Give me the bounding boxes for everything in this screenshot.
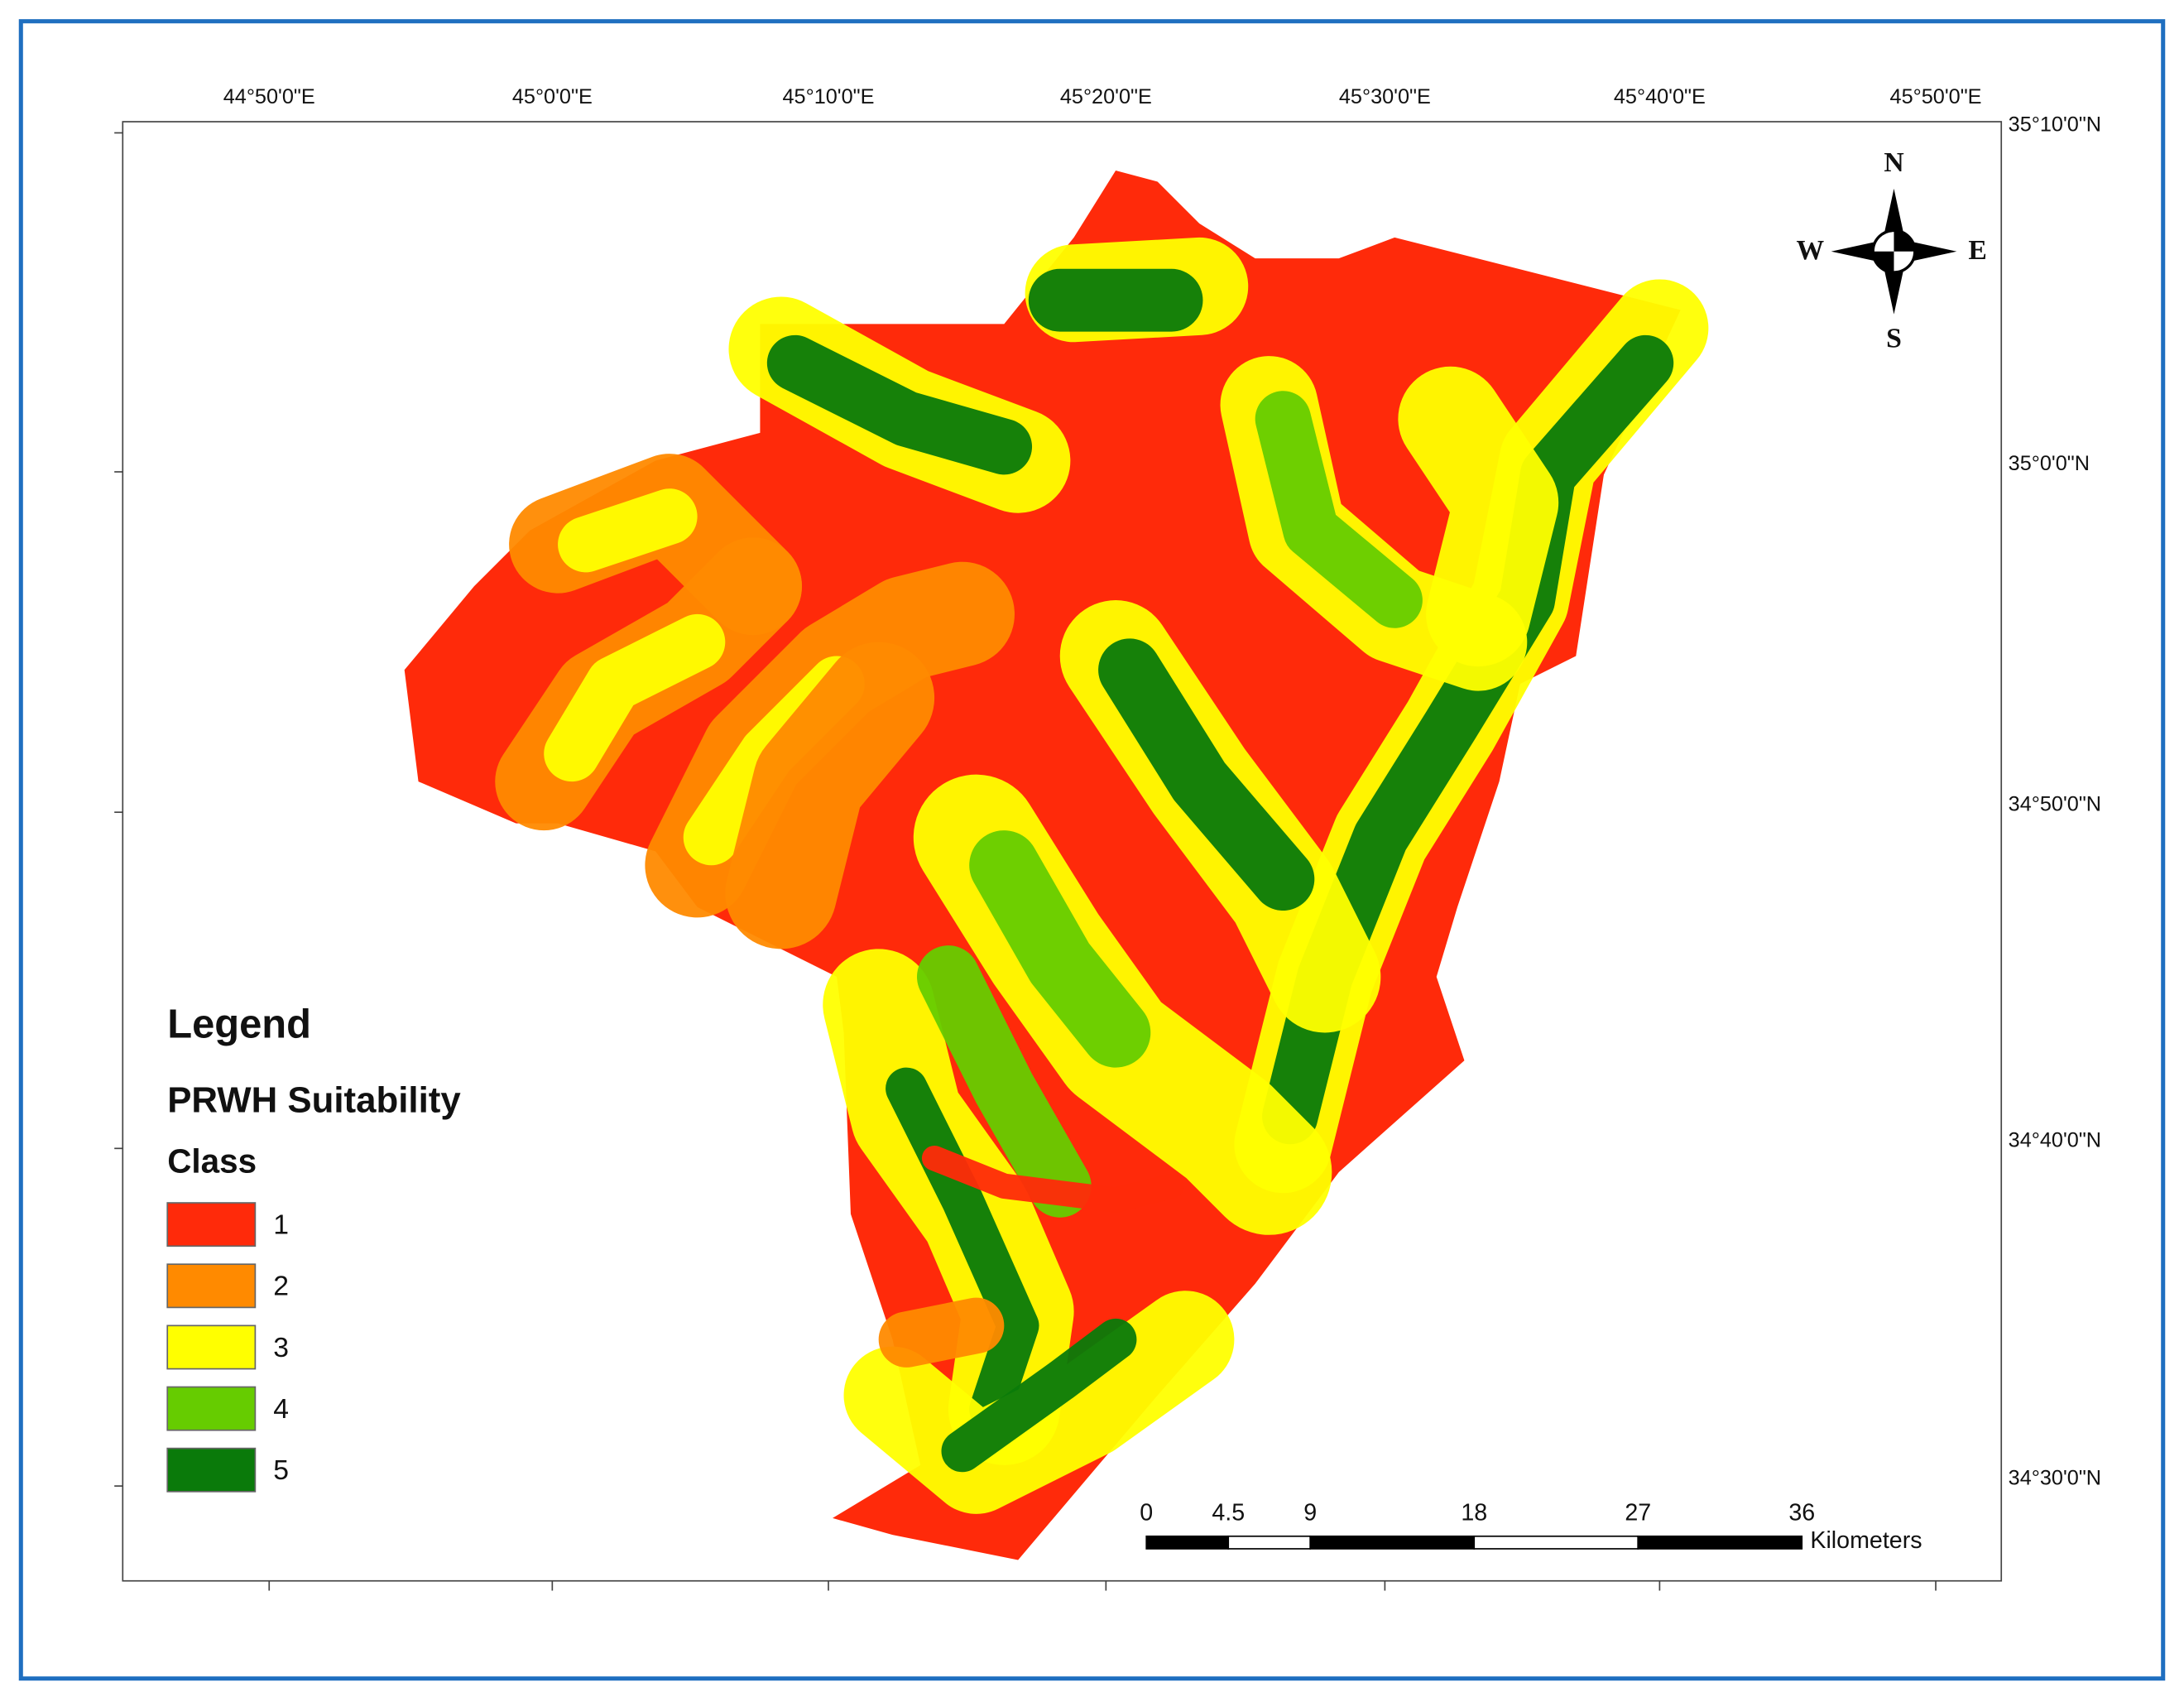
scale-segment <box>1145 1535 1230 1550</box>
scale-segment <box>1637 1535 1803 1550</box>
longitude-label: 45°0'0"E <box>512 85 593 108</box>
suitability-zone <box>544 613 726 782</box>
legend-swatch <box>166 1202 257 1248</box>
suitability-zone <box>969 830 1151 1068</box>
legend-swatch <box>166 1324 257 1370</box>
scale-tick-label: 9 <box>1303 1499 1317 1526</box>
study-area <box>404 171 1709 1560</box>
compass-s: S <box>1886 323 1902 353</box>
scale-unit: Kilometers <box>1810 1527 1922 1554</box>
legend-title: Legend <box>167 1002 311 1047</box>
legend-label: 5 <box>273 1454 289 1486</box>
legend-subtitle: PRWH Suitability <box>167 1079 461 1120</box>
suitability-zone <box>886 1067 1039 1430</box>
suitability-zone <box>1255 391 1423 628</box>
suitability-zone <box>941 1318 1137 1473</box>
suitability-zone <box>725 642 935 949</box>
scale-tick-label: 27 <box>1625 1499 1651 1526</box>
legend-label: 3 <box>273 1332 289 1363</box>
compass-n: N <box>1884 147 1903 178</box>
scale-tick-label: 18 <box>1461 1499 1487 1526</box>
suitability-zone <box>766 334 1033 475</box>
suitability-zone <box>878 1297 1005 1368</box>
legend: Legend PRWH Suitability Class 1 2 3 4 5 <box>166 1002 461 1493</box>
legend-label: 1 <box>273 1209 289 1241</box>
suitability-zone <box>843 1291 1235 1514</box>
scale-segment <box>1473 1535 1639 1550</box>
latitude-label: 35°10'0"N <box>2009 113 2101 137</box>
latitude-label: 34°30'0"N <box>2009 1466 2101 1489</box>
legend-swatch <box>166 1263 257 1309</box>
scale-bar: Kilometers 0 4.5 9 18 27 36 <box>1140 1499 1922 1554</box>
latitude-label: 35°0'0"N <box>2009 452 2090 475</box>
legend-swatch <box>166 1447 257 1493</box>
suitability-zone <box>917 945 1092 1218</box>
scale-segment <box>1309 1535 1476 1550</box>
latitude-label: 34°50'0"N <box>2009 792 2101 815</box>
latitude-label: 34°40'0"N <box>2009 1129 2101 1152</box>
suitability-zone <box>558 488 698 573</box>
outer-border <box>18 19 2166 1681</box>
scale-segment <box>1227 1535 1312 1550</box>
legend-label: 4 <box>273 1393 289 1425</box>
longitude-label: 45°30'0"E <box>1339 85 1431 108</box>
longitude-label: 45°50'0"E <box>1890 85 1982 108</box>
compass-w: W <box>1797 235 1825 266</box>
scale-tick-label: 4.5 <box>1212 1499 1245 1526</box>
graticule-labels: 44°50'0"E 45°0'0"E 45°10'0"E 45°20'0"E 45°30… <box>114 85 2101 1591</box>
legend-swatch <box>166 1386 257 1431</box>
map-frame <box>122 121 2003 1582</box>
legend-label: 2 <box>273 1271 289 1302</box>
longitude-label: 45°10'0"E <box>782 85 874 108</box>
suitability-zone <box>1098 638 1315 911</box>
legend-class-label: Class <box>167 1142 257 1180</box>
compass-e: E <box>1968 235 1986 266</box>
scale-tick-label: 36 <box>1788 1499 1815 1526</box>
longitude-label: 45°40'0"E <box>1614 85 1706 108</box>
suitability-zone <box>921 1145 1184 1213</box>
scale-tick-label: 0 <box>1140 1499 1153 1526</box>
longitude-label: 45°20'0"E <box>1060 85 1152 108</box>
north-arrow: N S W E <box>1797 147 1987 353</box>
longitude-label: 44°50'0"E <box>223 85 315 108</box>
suitability-zone <box>1398 366 1559 667</box>
